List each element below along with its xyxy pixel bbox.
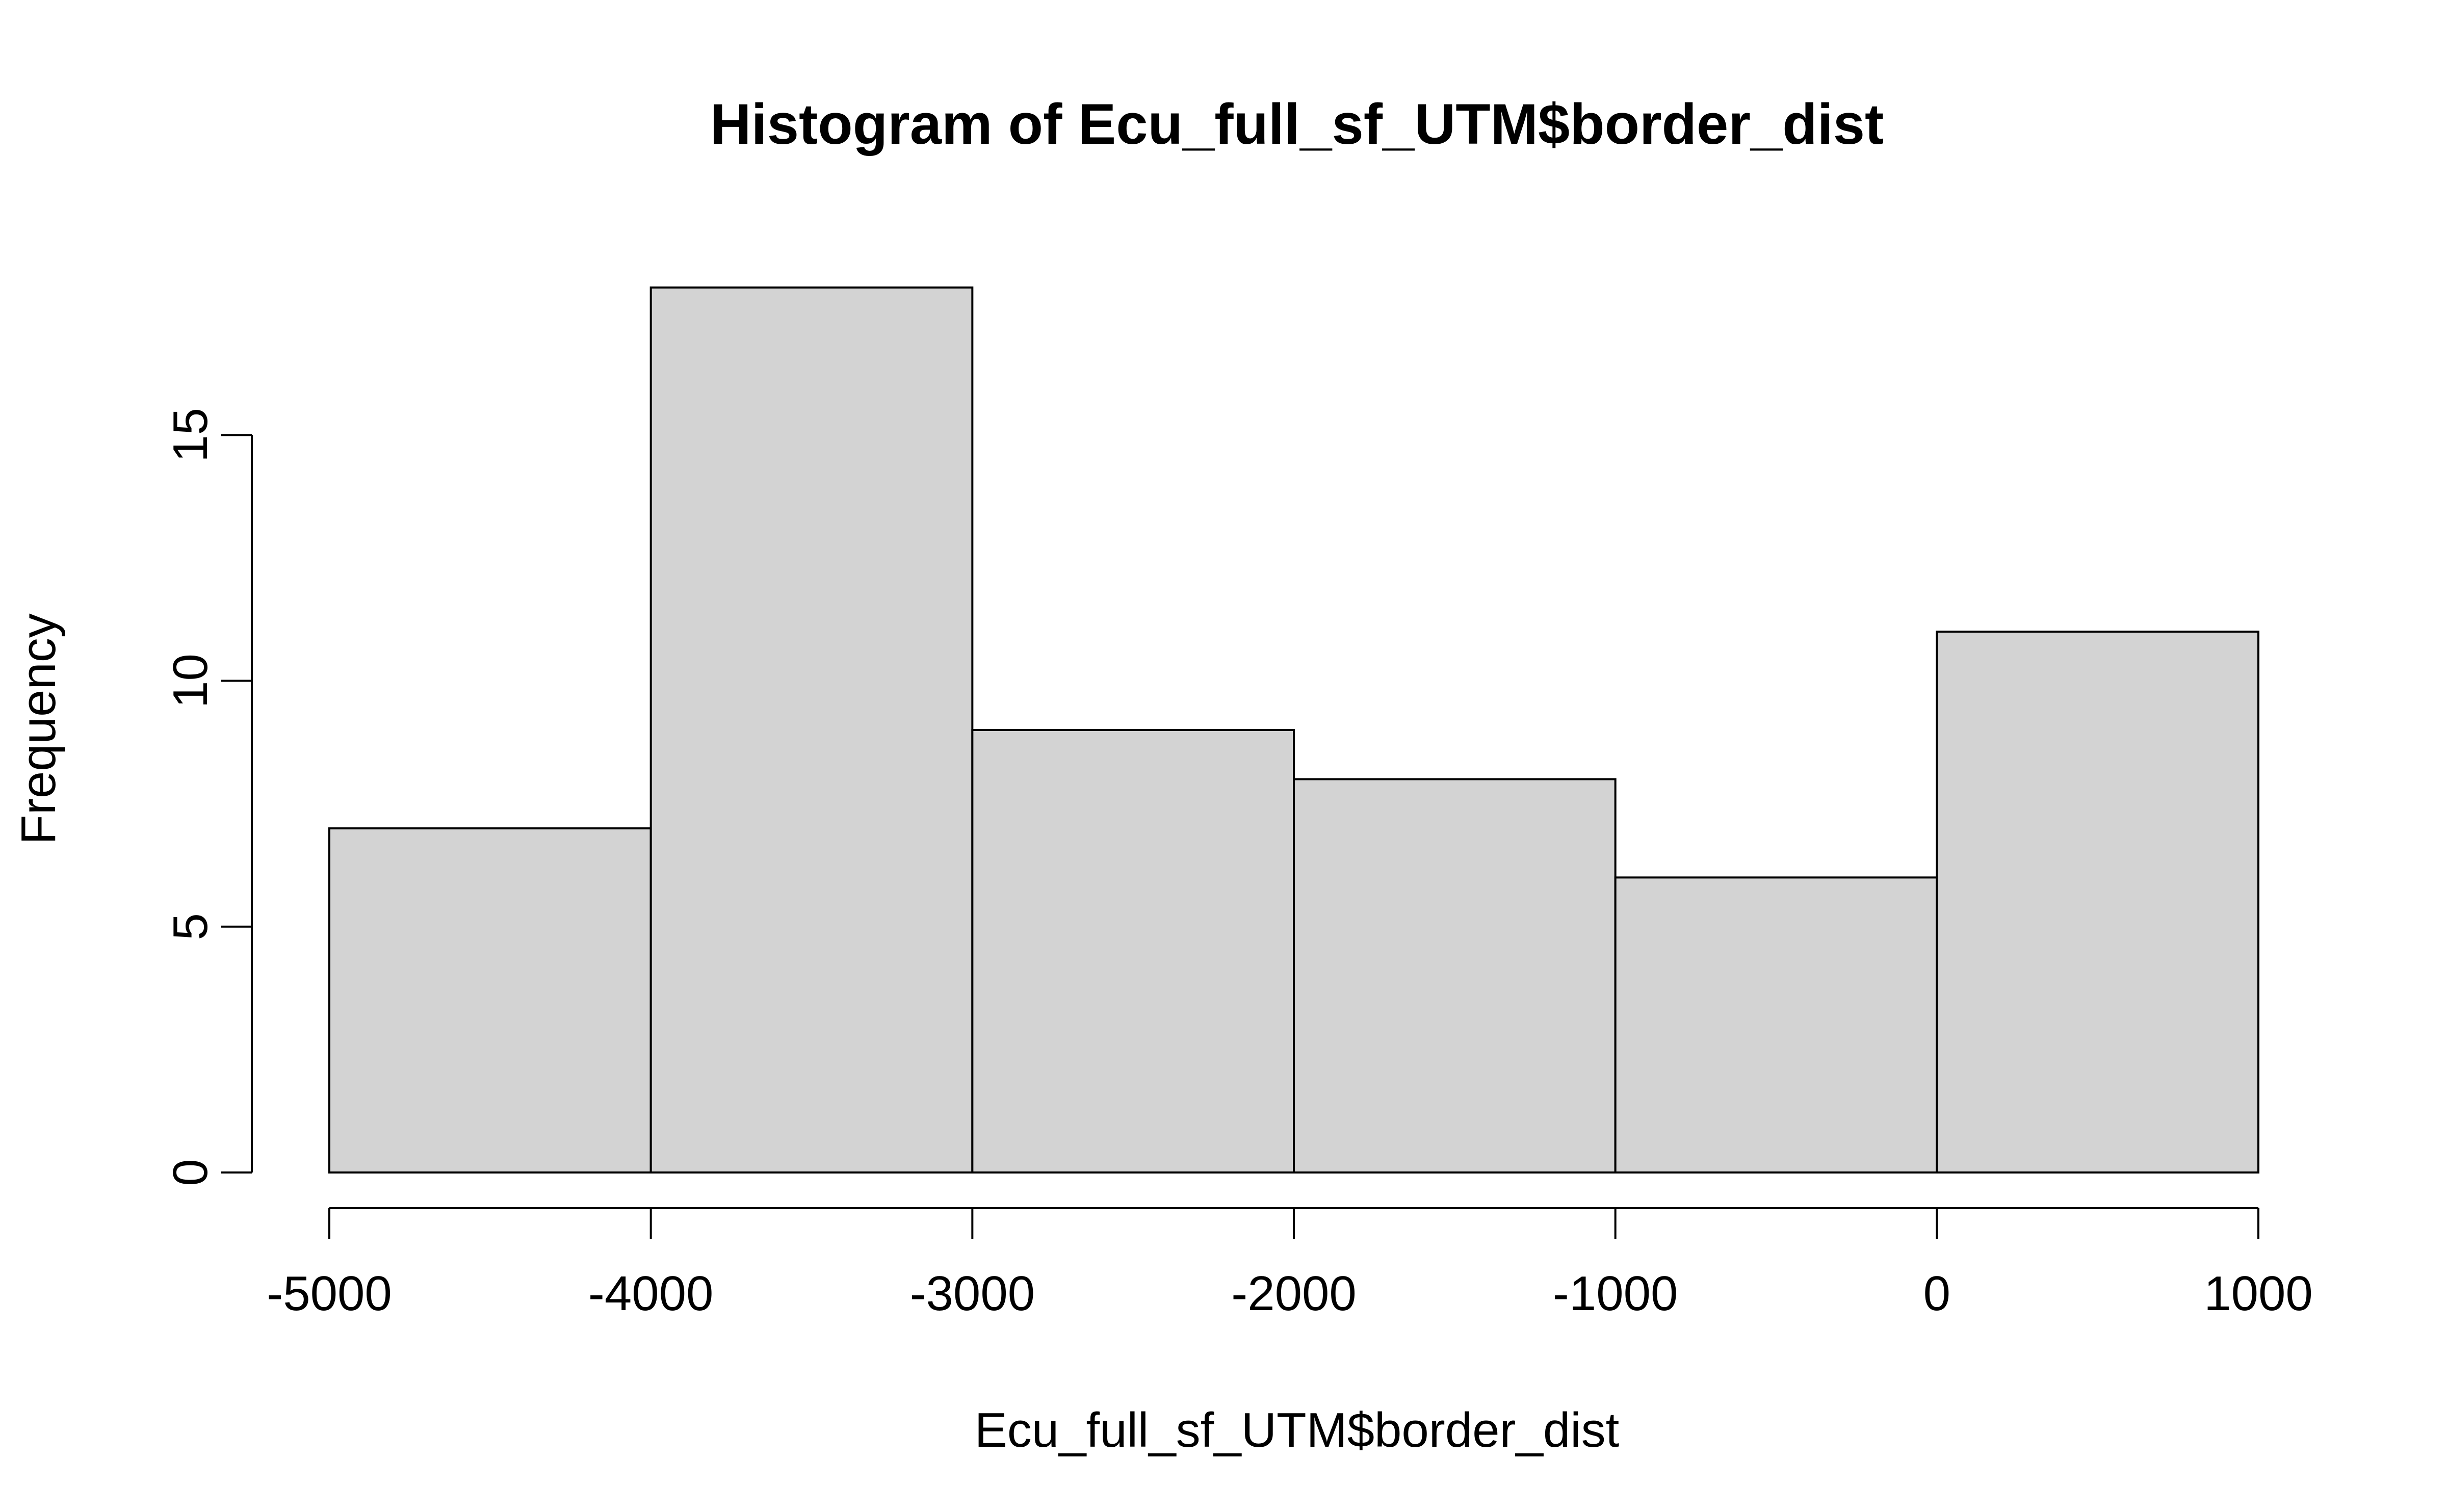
x-axis: -5000 -4000 -3000 -2000 -1000 0 1000	[267, 1207, 2313, 1321]
y-axis-label: Frequency	[11, 613, 66, 845]
chart-title: Histogram of Ecu_full_sf_UTM$border_dist	[710, 92, 1884, 156]
x-tick-label: 1000	[2204, 1266, 2313, 1321]
y-tick-label: 10	[163, 654, 218, 708]
histogram-bar-5	[1614, 876, 1938, 1174]
x-axis-label: Ecu_full_sf_UTM$border_dist	[975, 1403, 1620, 1457]
x-tick-label: -1000	[1553, 1266, 1678, 1321]
histogram-bar-6	[1936, 631, 2259, 1174]
y-axis: 0 5 10 15	[163, 408, 253, 1186]
y-tick-label: 0	[163, 1159, 218, 1186]
x-tick-label: -5000	[267, 1266, 392, 1321]
x-tick-label: 0	[1923, 1266, 1950, 1321]
x-tick-label: -4000	[588, 1266, 714, 1321]
bars-group	[328, 286, 2259, 1174]
y-tick-label: 5	[163, 913, 218, 940]
histogram-bar-3	[971, 729, 1295, 1174]
histogram-bar-1	[328, 827, 652, 1174]
x-tick-label: -2000	[1231, 1266, 1357, 1321]
y-tick-label: 15	[163, 408, 218, 462]
histogram-bar-4	[1293, 778, 1617, 1174]
histogram-bar-2	[649, 286, 974, 1174]
x-tick-label: -3000	[910, 1266, 1035, 1321]
